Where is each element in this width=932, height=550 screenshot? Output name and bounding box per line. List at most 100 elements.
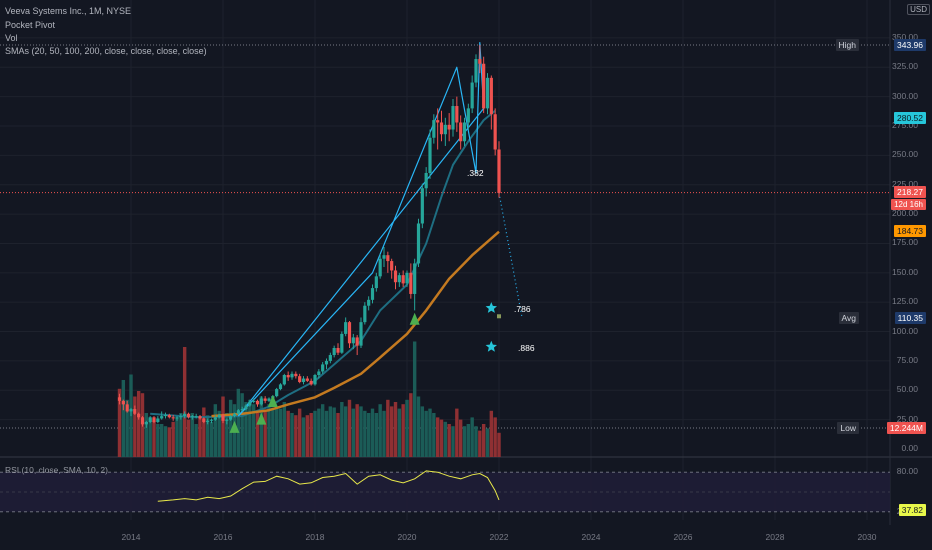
avg-label: Avg (838, 312, 859, 324)
volume-bar (136, 391, 141, 457)
volume-bar (175, 417, 179, 457)
candle-body (186, 413, 191, 418)
candle-body (179, 416, 183, 418)
legend-smas: SMAs (20, 50, 100, 200, close, close, cl… (5, 46, 207, 56)
volume-bar (228, 399, 233, 457)
candle-body (248, 402, 252, 406)
candle-body (355, 337, 359, 346)
volume-bar (144, 413, 149, 457)
candle-body (156, 418, 160, 422)
volume-bar (481, 424, 486, 457)
candle-body (382, 255, 386, 259)
volume-bar (163, 426, 168, 457)
candle-body (117, 397, 122, 401)
time-tick-label: 2016 (213, 532, 233, 542)
candle-body (401, 275, 405, 284)
candle-body (140, 417, 145, 425)
volume-bar (451, 426, 455, 457)
time-tick-label: 2028 (765, 532, 785, 542)
rsi-tick-label: 80.00 (896, 466, 918, 477)
candle-body (252, 400, 256, 403)
rsi-value-tag: 37.82 (898, 504, 926, 516)
candle-body (332, 347, 336, 356)
volume-bar (186, 419, 191, 457)
candle-body (470, 82, 474, 109)
pocket-pivot-triangle-icon (256, 412, 267, 425)
candle-body (374, 276, 378, 289)
candle-body (466, 108, 470, 123)
candle-body (359, 322, 363, 346)
volume-bar (244, 402, 248, 457)
time-tick-label: 2030 (857, 532, 877, 542)
volume-bar (351, 408, 356, 457)
volume-bar (313, 410, 317, 457)
legend-rsi: RSI (10, close, SMA, 10, 2) (5, 465, 108, 475)
candle-body (275, 389, 279, 397)
volume-bar (320, 404, 325, 457)
volume-bar (274, 406, 279, 457)
candle-body (482, 63, 486, 109)
candle-body (240, 409, 244, 411)
volume-bar (466, 424, 471, 457)
price-tick-label: 350.00 (892, 31, 918, 42)
volume-bar (478, 430, 482, 457)
volume-bar (462, 426, 467, 457)
candle-body (428, 137, 432, 173)
volume-bar (156, 424, 160, 457)
price-tick-label: 175.00 (892, 237, 918, 248)
volume-bar (363, 410, 367, 457)
volume-bar (171, 421, 175, 457)
candle-body (286, 375, 290, 378)
currency-badge[interactable]: USD (907, 4, 930, 15)
volume-bar (305, 415, 310, 457)
time-tick-label: 2026 (673, 532, 693, 542)
time-tick-label: 2018 (305, 532, 325, 542)
volume-bar (386, 399, 390, 457)
volume-bar (416, 396, 421, 457)
volume-bar (240, 393, 244, 457)
candle-body (148, 417, 152, 422)
volume-bar (297, 408, 302, 457)
volume-bar (205, 415, 210, 457)
candle-body (290, 373, 294, 378)
volume-bar (443, 421, 448, 457)
price-tick-label: 25.00 (896, 413, 918, 424)
volume-bar (213, 404, 218, 457)
volume-bar (493, 417, 497, 457)
candle-body (175, 417, 179, 419)
candle-body (301, 378, 306, 383)
candle-body (190, 416, 194, 418)
price-tick-label: 0.00 (901, 443, 918, 453)
volume-bar (309, 413, 313, 457)
volume-bar (263, 410, 267, 457)
candle-body (232, 413, 237, 417)
candle-body (137, 413, 141, 418)
volume-bar (378, 404, 382, 457)
candle-body (213, 417, 217, 420)
candle-body (263, 398, 267, 401)
volume-bar (343, 406, 348, 457)
volume-bar (236, 388, 241, 457)
candle-body (282, 375, 286, 385)
candle-body (305, 378, 309, 381)
volume-bar (167, 427, 172, 457)
candle-body (393, 270, 398, 283)
price-tick-label: 100.00 (892, 325, 918, 336)
volume-bar (393, 402, 398, 457)
volume-value-tag: 12.244M (886, 422, 926, 434)
volume-bar (435, 417, 440, 457)
volume-bar (389, 406, 394, 457)
volume-bar (332, 407, 336, 457)
candle-body (344, 322, 348, 334)
candle-body (198, 416, 202, 419)
volume-bar (497, 432, 501, 457)
fib-label-886: .886 (518, 343, 535, 353)
volume-bar (267, 404, 271, 457)
candle-body (413, 263, 417, 294)
channel-drawing (237, 41, 485, 417)
candle-body (351, 337, 355, 344)
volume-bar (259, 396, 264, 457)
candle-body (321, 364, 325, 372)
candle-body (378, 258, 382, 277)
